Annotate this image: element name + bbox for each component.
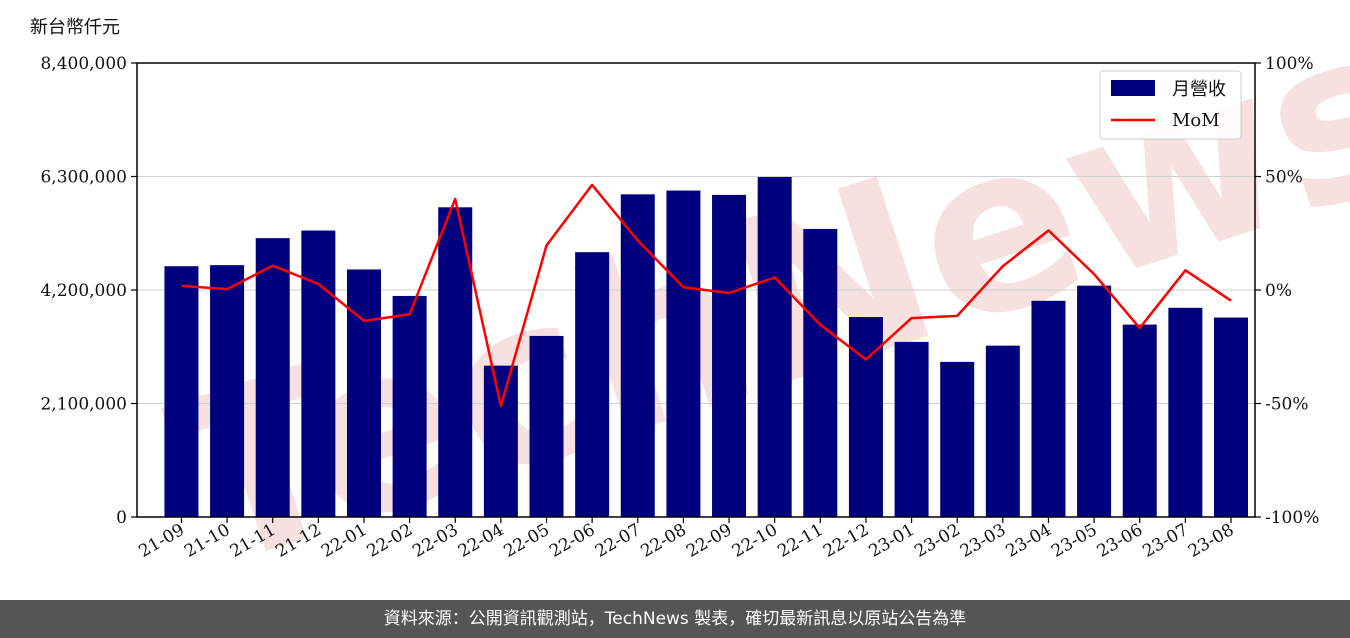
x-tick-label: 22-10 [729,520,781,562]
x-tick-label: 22-11 [774,520,826,562]
legend-label-revenue: 月營收 [1172,79,1226,100]
y-left-tick-label: 8,400,000 [40,54,127,74]
x-tick-label: 23-08 [1185,520,1237,562]
x-tick-label: 21-09 [136,520,188,562]
y-right-tick-label: -100% [1265,508,1319,528]
x-tick-label: 22-08 [637,520,689,562]
x-tick-label: 23-07 [1139,520,1191,562]
bar-22-03 [438,207,473,518]
x-tick-label: 23-03 [957,520,1009,562]
x-tick-label: 23-05 [1048,520,1100,562]
bar-22-06 [575,252,610,517]
legend: 月營收 MoM [1099,70,1242,140]
y-right-tick-label: 100% [1265,54,1314,74]
mom-series [181,183,1232,408]
bar-23-08 [1214,317,1248,517]
bar-22-09 [712,194,747,517]
y-left-tick-label: 6,300,000 [40,168,127,188]
bar-22-01 [346,269,381,517]
revenue-chart: TechNews 0 2,100,000 4,200,000 6,300,000 8,4… [30,0,1350,600]
bar-22-08 [666,190,701,518]
bar-23-07 [1168,307,1203,517]
bar-23-02 [940,361,975,517]
x-tick-label: 23-06 [1094,520,1146,562]
bar-22-05 [529,335,564,517]
y-right-tick-label: -50% [1265,395,1309,415]
x-tick-label: 22-12 [820,520,872,562]
y-right-tick-label: 50% [1265,168,1303,188]
bar-23-06 [1122,324,1157,517]
x-tick-label: 22-07 [592,520,644,562]
y-left-tick-label: 4,200,000 [40,281,127,301]
x-tick-label: 23-02 [911,520,963,562]
x-tick-label: 23-04 [1003,520,1055,562]
y-left-tick-label: 0 [116,508,127,528]
bar-23-04 [1031,300,1066,517]
bar-23-05 [1077,285,1112,517]
bar-series [164,177,1248,518]
source-footer: 資料來源：公開資訊觀測站，TechNews 製表，確切最新訊息以原站公告為準 [0,600,1350,638]
x-tick-label: 22-06 [546,520,598,562]
bar-21-12 [301,230,336,518]
x-tick-label: 22-09 [683,520,735,562]
y-right-tick-label: 0% [1265,281,1292,301]
mom-line [181,183,1232,408]
legend-label-mom: MoM [1172,110,1220,131]
bar-21-09 [164,266,199,517]
chart-svg: TechNews 02,100,0004,200,0006,300,0008,4… [30,0,1350,600]
y-left-tick-label: 2,100,000 [40,395,127,415]
bar-21-11 [255,238,290,517]
legend-bar-swatch [1111,80,1155,96]
bar-22-07 [620,194,655,518]
y-unit-label: 新台幣仟元 [30,17,120,38]
bar-22-11 [803,228,838,517]
bar-23-03 [985,345,1020,517]
bar-22-02 [392,295,427,517]
bar-22-04 [483,365,518,517]
bar-23-01 [894,341,929,517]
bar-22-10 [757,177,792,518]
x-tick-label: 23-01 [866,520,918,562]
bar-21-10 [210,265,245,517]
